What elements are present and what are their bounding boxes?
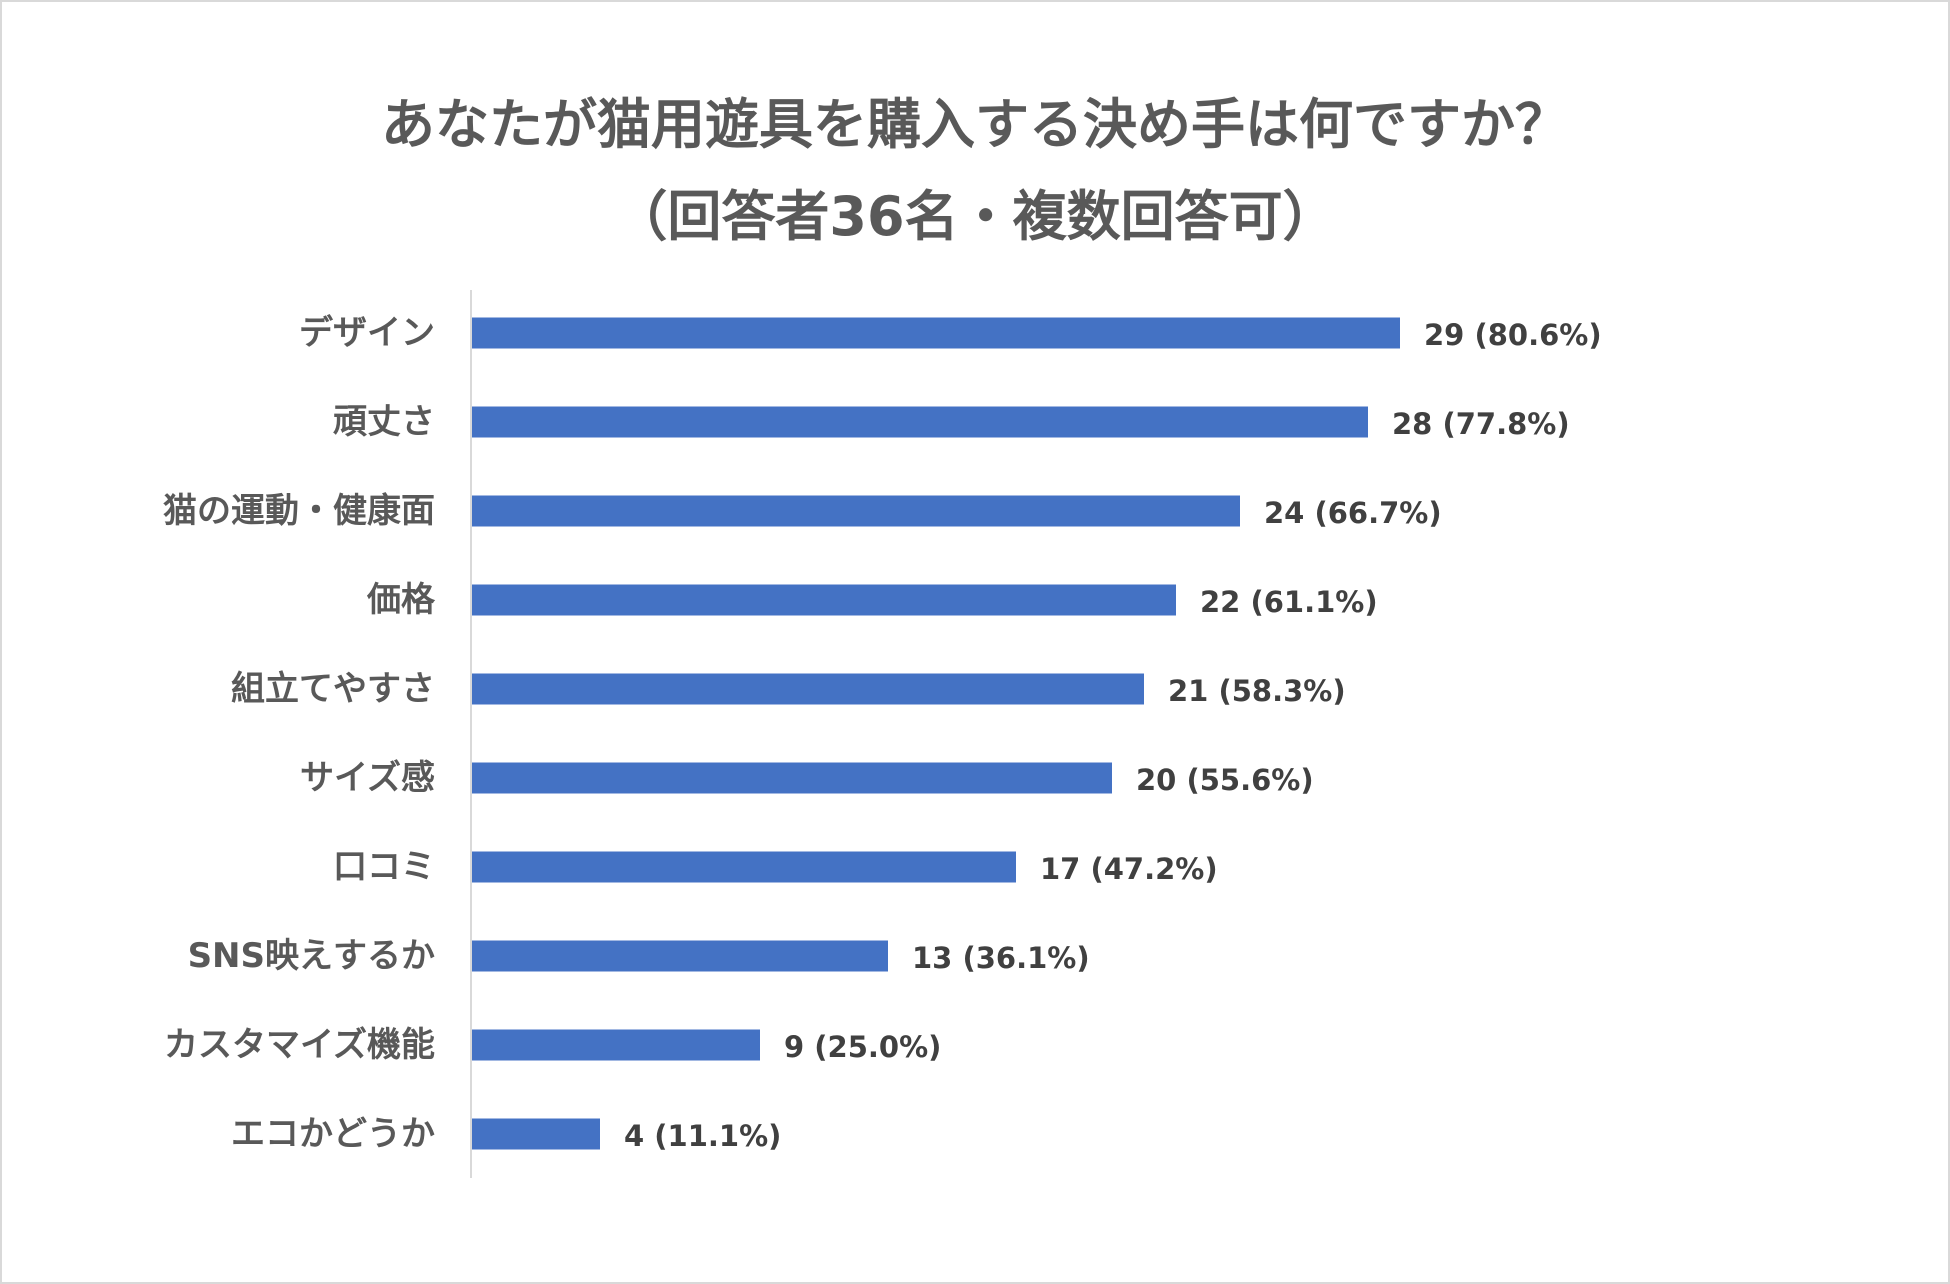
data-label-8: 13 (36.1%) [912, 941, 1090, 975]
data-label-1: 29 (80.6%) [1424, 318, 1602, 352]
bar-8 [472, 940, 888, 972]
category-label-7: 口コミ [333, 847, 435, 887]
category-label-2: 頑丈さ [333, 402, 435, 442]
bar-3 [472, 495, 1240, 527]
category-label-8: SNS映えするか [188, 936, 435, 976]
category-label-5: 組立てやすさ [231, 669, 435, 709]
data-label-9: 9 (25.0%) [784, 1030, 941, 1064]
category-label-4: 価格 [366, 580, 436, 620]
chart-title: あなたが猫用遊具を購入する決め手は何ですか？ [381, 93, 1569, 156]
chart-subtitle: （回答者36名・複数回答可） [613, 185, 1337, 248]
data-label-10: 4 (11.1%) [624, 1119, 781, 1153]
data-label-5: 21 (58.3%) [1168, 674, 1346, 708]
data-label-3: 24 (66.7%) [1264, 496, 1442, 530]
data-label-6: 20 (55.6%) [1136, 763, 1314, 797]
bar-7 [472, 851, 1016, 883]
category-label-9: カスタマイズ機能 [164, 1025, 435, 1065]
category-label-6: サイズ感 [300, 758, 435, 798]
data-labels: 29 (80.6%) 28 (77.8%) 24 (66.7%) 22 (61.1%)… [624, 318, 1602, 1153]
bar-4 [472, 584, 1176, 616]
bar-2 [472, 406, 1368, 438]
bars-group [472, 317, 1400, 1150]
bar-6 [472, 762, 1112, 794]
data-label-2: 28 (77.8%) [1392, 407, 1570, 441]
data-label-7: 17 (47.2%) [1040, 852, 1218, 886]
category-label-10: エコかどうか [231, 1114, 435, 1154]
bar-9 [472, 1029, 760, 1061]
category-label-3: 猫の運動・健康面 [163, 491, 435, 531]
bar-5 [472, 673, 1144, 705]
category-label-1: デザイン [299, 313, 435, 353]
bar-10 [472, 1118, 600, 1150]
bar-1 [472, 317, 1400, 349]
data-label-4: 22 (61.1%) [1200, 585, 1378, 619]
